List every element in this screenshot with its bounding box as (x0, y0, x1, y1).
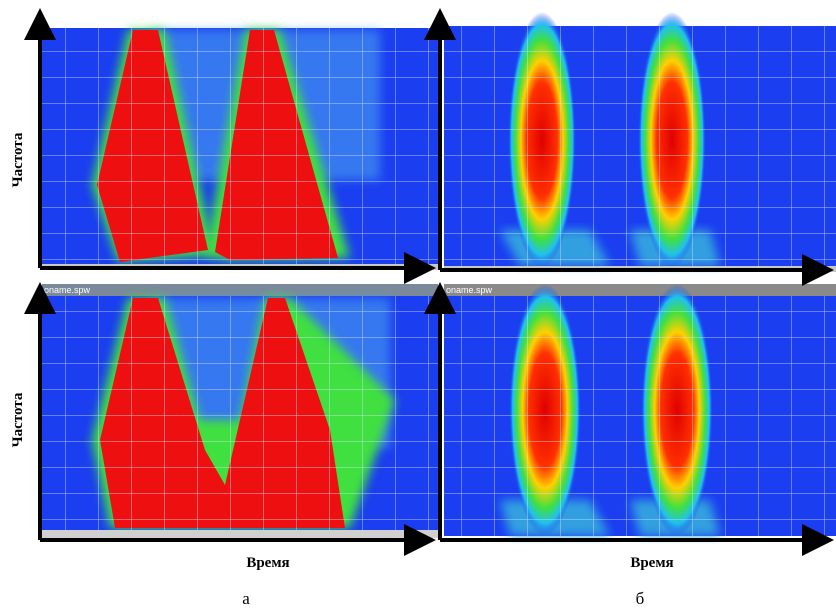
panel-b-top (444, 12, 836, 272)
panel-a-bottom: oname.spw (42, 284, 438, 538)
panel-b-bottom: oname.spw (444, 284, 836, 536)
axes (24, 8, 834, 556)
window-title: oname.spw (446, 285, 493, 295)
caption: а (242, 589, 250, 608)
x-axis-label: Время (246, 555, 289, 571)
y-axis-label: Частота (10, 392, 26, 447)
caption: б (636, 589, 645, 608)
window-title: oname.spw (44, 285, 91, 295)
y-axis-label: Частота (10, 132, 26, 187)
x-axis-label: Время (630, 555, 673, 571)
panel-a-top (42, 28, 438, 270)
